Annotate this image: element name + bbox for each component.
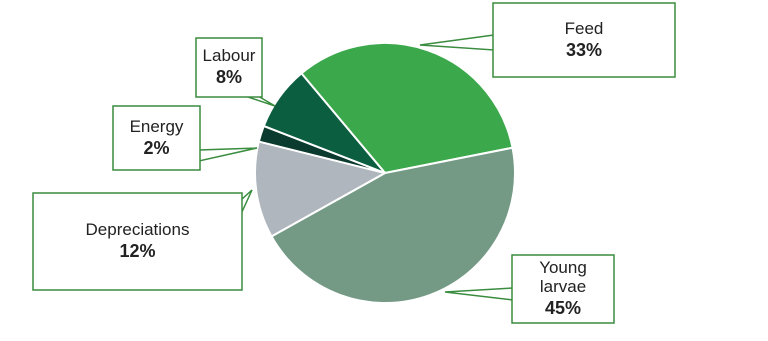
category-label: Feed <box>564 18 604 38</box>
callout-pointer <box>198 147 258 162</box>
callout-pointer <box>444 287 514 301</box>
value-label: 8% <box>215 67 242 87</box>
callout-pointer <box>419 34 495 51</box>
category-label: Depreciations <box>85 220 190 239</box>
callout-box <box>492 2 676 78</box>
category-label: Labour <box>202 46 256 65</box>
value-label: 12% <box>119 241 156 261</box>
callout-box <box>511 254 615 324</box>
value-label: 2% <box>143 137 170 158</box>
category-label: Energy <box>129 116 184 136</box>
pie-slice <box>262 72 386 174</box>
callout-label: Depreciations 12% <box>33 193 242 290</box>
callout-label: Young larvae 45% <box>512 255 614 323</box>
callout-box <box>195 37 263 98</box>
value-label: 45% <box>544 298 582 318</box>
value-label: 33% <box>565 39 603 60</box>
category-label: Young larvae <box>539 258 587 296</box>
callout-label: Feed 33% <box>493 3 675 77</box>
callout-box <box>112 105 201 171</box>
callout-label: Energy 2% <box>113 106 200 170</box>
callout-box <box>32 192 243 291</box>
pie-slice <box>300 42 514 175</box>
callout-label: Labour 8% <box>196 38 262 97</box>
pie-slice <box>270 146 516 304</box>
